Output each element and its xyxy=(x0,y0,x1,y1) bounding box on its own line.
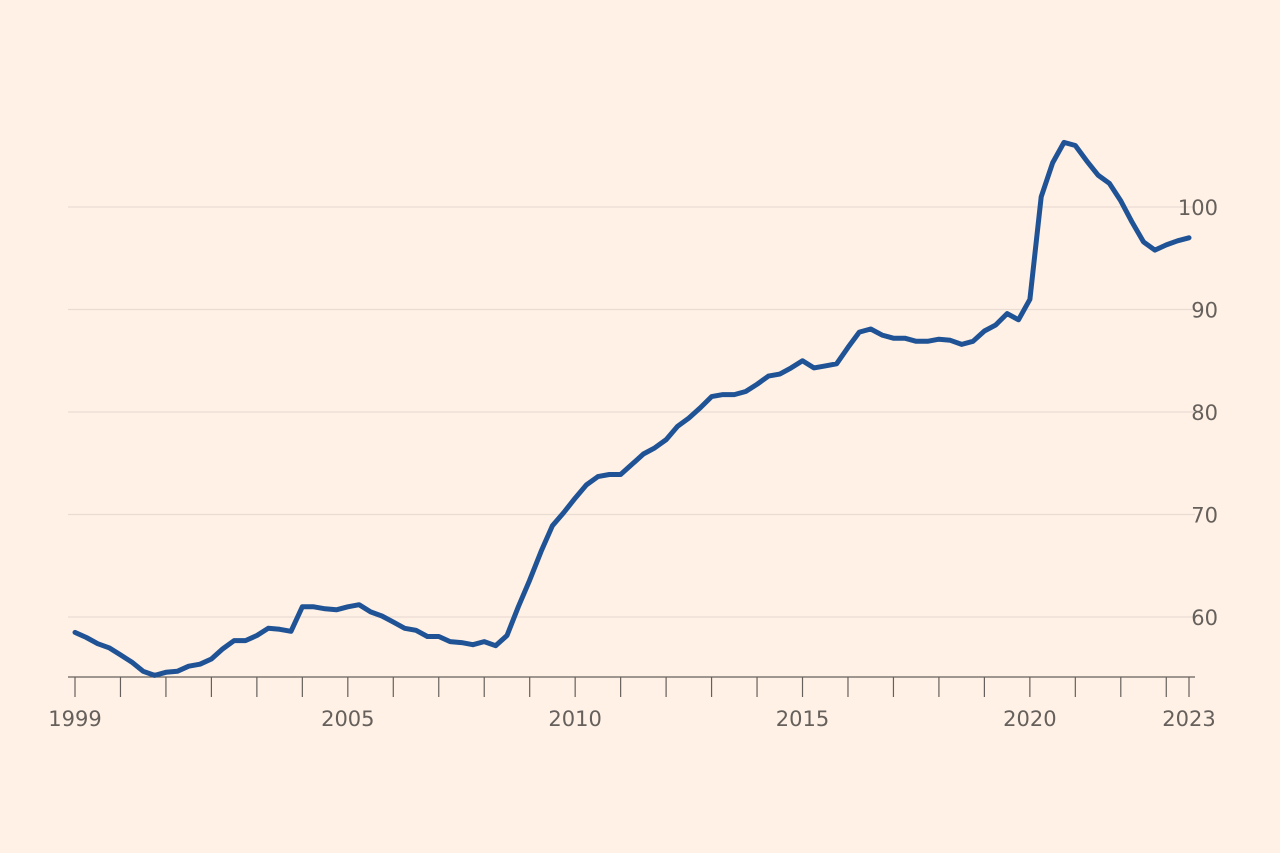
x-tick-label-2005: 2005 xyxy=(321,707,374,731)
y-tick-label-60: 60 xyxy=(1191,606,1218,630)
y-tick-label-100: 100 xyxy=(1178,196,1218,220)
x-tick-label-2020: 2020 xyxy=(1003,707,1056,731)
x-tick-label-2010: 2010 xyxy=(548,707,601,731)
axis-layer: 60 70 80 90 100 1999 2005 2010 2015 2020 2023 xyxy=(48,196,1218,731)
x-tick-label-2015: 2015 xyxy=(776,707,829,731)
y-tick-label-90: 90 xyxy=(1191,299,1218,323)
y-tick-label-80: 80 xyxy=(1191,401,1218,425)
x-tick-label-1999: 1999 xyxy=(48,707,101,731)
y-tick-label-70: 70 xyxy=(1191,504,1218,528)
series-line-0 xyxy=(72,139,1192,678)
grid-layer xyxy=(68,206,1195,618)
x-tick-label-2023: 2023 xyxy=(1162,707,1215,731)
series-layer xyxy=(72,139,1192,678)
